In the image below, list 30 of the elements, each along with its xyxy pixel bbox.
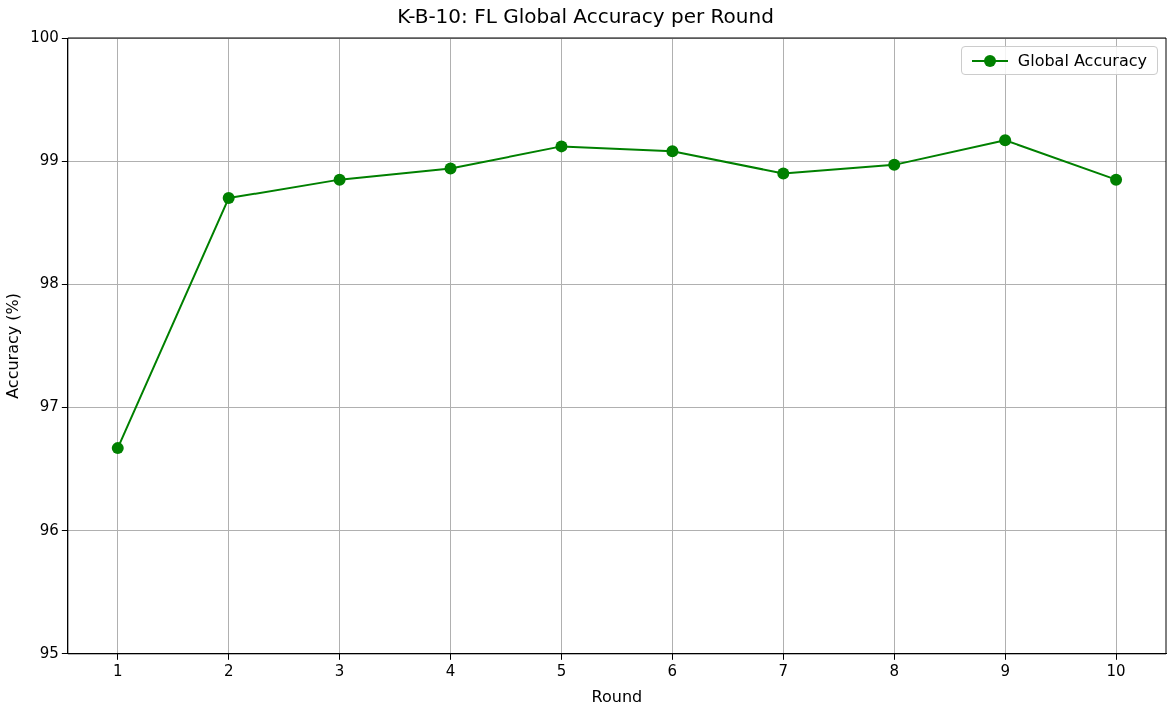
point bbox=[777, 167, 790, 180]
y-tick-label: 97 bbox=[39, 397, 59, 416]
point bbox=[666, 145, 679, 158]
y-tick-label: 100 bbox=[30, 27, 59, 46]
x-tick-label: 4 bbox=[445, 661, 456, 680]
y-tick-label: 95 bbox=[39, 643, 59, 662]
x-tick-label: 10 bbox=[1106, 661, 1126, 680]
point bbox=[222, 192, 235, 205]
point bbox=[111, 442, 124, 455]
point bbox=[555, 140, 568, 153]
point bbox=[444, 162, 457, 175]
point bbox=[1110, 173, 1123, 186]
y-axis-title: Accuracy (%) bbox=[2, 292, 22, 399]
y-tick-label: 98 bbox=[39, 274, 59, 293]
x-tick-label: 9 bbox=[1000, 661, 1010, 680]
x-tick-label: 1 bbox=[112, 661, 123, 680]
point bbox=[333, 173, 346, 186]
x-tick-label: 7 bbox=[778, 661, 789, 680]
y-tick-label: 96 bbox=[39, 520, 59, 539]
y-tick-label: 99 bbox=[39, 151, 59, 170]
point bbox=[999, 134, 1012, 147]
x-axis-title: Round bbox=[591, 686, 643, 706]
x-tick-label: 6 bbox=[667, 661, 678, 680]
chart-title: K-B-10: FL Global Accuracy per Round bbox=[397, 4, 774, 29]
x-tick-label: 5 bbox=[556, 661, 567, 680]
x-tick-label: 2 bbox=[223, 661, 234, 680]
legend-label: Global Accuracy bbox=[1017, 51, 1147, 70]
x-tick-label: 3 bbox=[334, 661, 345, 680]
x-tick-label: 8 bbox=[889, 661, 899, 680]
point bbox=[888, 158, 901, 171]
